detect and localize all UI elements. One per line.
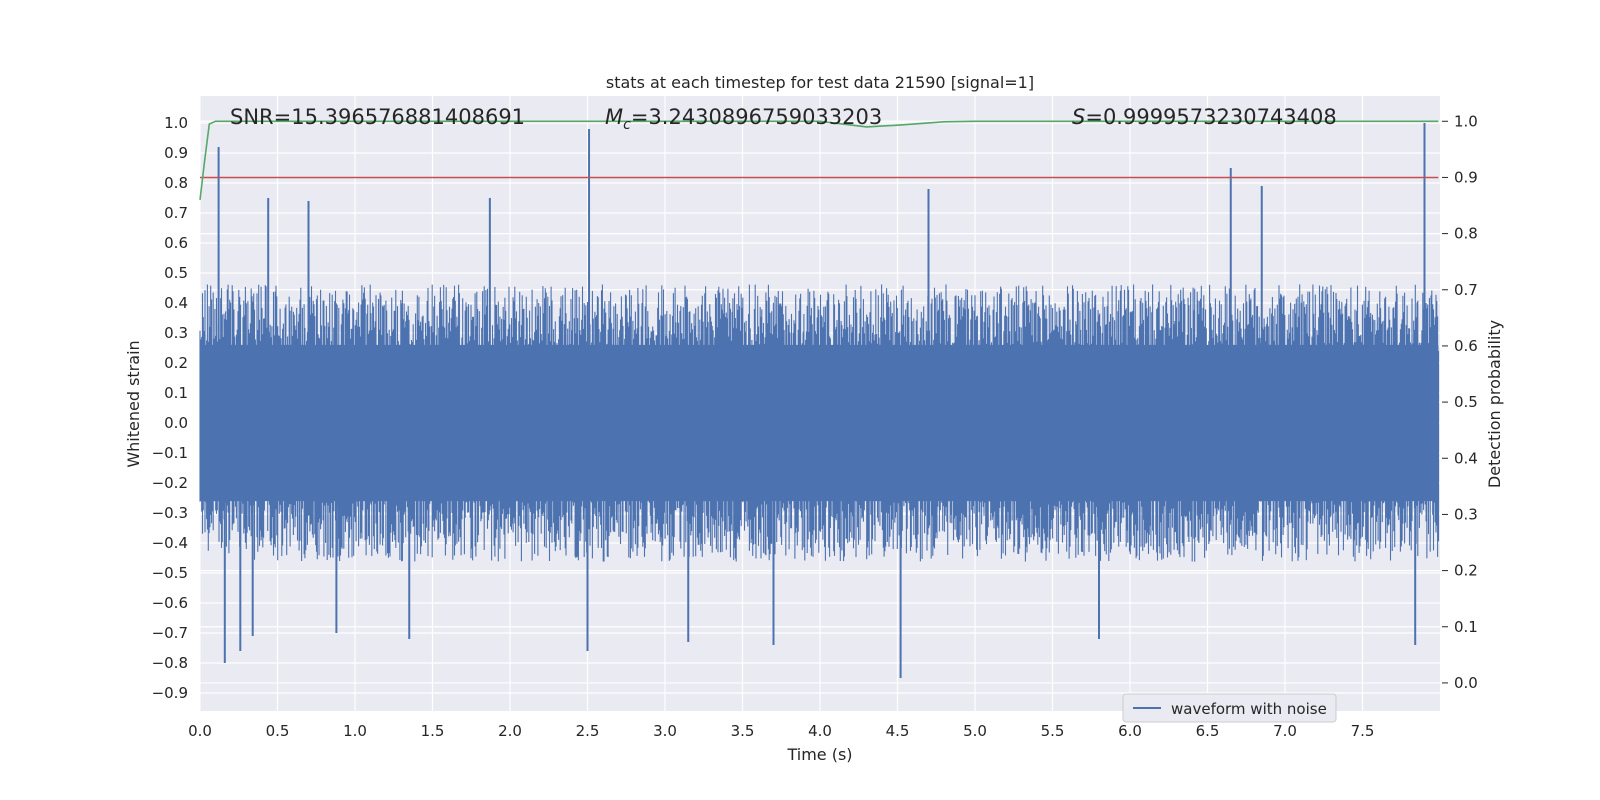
x-tick-label: 6.5: [1196, 722, 1220, 740]
y2-axis-label: Detection probability: [1485, 320, 1504, 488]
x-tick-label: 1.5: [421, 722, 445, 740]
chirp-mass-annotation: Mc=3.2430896759033203: [605, 105, 882, 133]
y2-tick-label: 0.4: [1454, 449, 1478, 467]
y2-tick-label: 0.1: [1454, 618, 1478, 636]
y2-tick-label: 1.0: [1454, 112, 1478, 130]
y2-tick-label: 0.8: [1454, 225, 1478, 243]
y2-tick-label: 0.2: [1454, 562, 1478, 580]
score-symbol: S: [1072, 105, 1085, 129]
chart-title: stats at each timestep for test data 215…: [606, 73, 1034, 92]
x-tick-label: 2.0: [498, 722, 522, 740]
y2-tick-label: 0.7: [1454, 281, 1478, 299]
y-tick-label: −0.3: [152, 504, 188, 522]
x-tick-label: 1.0: [343, 722, 367, 740]
waveform-core: [200, 344, 1439, 502]
legend: waveform with noise: [1122, 693, 1337, 723]
y-tick-label: −0.2: [152, 474, 188, 492]
x-tick-label: 5.0: [963, 722, 987, 740]
x-tick-label: 6.0: [1118, 722, 1142, 740]
score-annotation: S=0.9999573230743408: [1072, 105, 1337, 129]
y-tick-label: 0.0: [164, 414, 188, 432]
x-tick-label: 2.5: [576, 722, 600, 740]
x-tick-label: 7.0: [1273, 722, 1297, 740]
x-tick-label: 3.5: [731, 722, 755, 740]
y2-tick-label: 0.5: [1454, 393, 1478, 411]
legend-label: waveform with noise: [1171, 700, 1327, 718]
y-tick-label: −0.8: [152, 654, 188, 672]
legend-box: [1122, 693, 1337, 723]
y-tick-label: 0.4: [164, 294, 188, 312]
y2-tick-label: 0.6: [1454, 337, 1478, 355]
score-value: =0.9999573230743408: [1085, 105, 1336, 129]
y-axis-ticks: 1.0 0.9 0.8 0.7 0.6 0.5 0.4 0.3 0.2 0.1 0.0 −0.1 −0.…: [152, 114, 188, 702]
y2-axis-ticks: 1.0 0.9 0.8 0.7 0.6 0.5 0.4 0.3 0.2 0.1 0.0: [1442, 112, 1478, 692]
y-tick-label: 0.9: [164, 144, 188, 162]
x-tick-label: 0.0: [188, 722, 212, 740]
y-tick-label: 0.7: [164, 204, 188, 222]
chirp-mass-value: =3.2430896759033203: [631, 105, 882, 129]
x-tick-label: 3.0: [653, 722, 677, 740]
y-axis-label: Whitened strain: [124, 340, 143, 467]
x-tick-label: 7.5: [1351, 722, 1375, 740]
y-tick-label: −0.1: [152, 444, 188, 462]
y-tick-label: 0.2: [164, 354, 188, 372]
x-tick-label: 5.5: [1041, 722, 1065, 740]
x-axis-ticks: 0.0 0.5 1.0 1.5 2.0 2.5 3.0 3.5 4.0 4.5 5.0 5.5 6.0 6…: [188, 722, 1374, 740]
y-tick-label: 0.6: [164, 234, 188, 252]
y-tick-label: 0.5: [164, 264, 188, 282]
y-tick-label: −0.9: [152, 684, 188, 702]
x-axis-label: Time (s): [786, 745, 852, 764]
chirp-mass-symbol: M: [605, 105, 623, 129]
waveform-series: [199, 123, 1440, 678]
x-tick-label: 4.5: [886, 722, 910, 740]
y-tick-label: 0.3: [164, 324, 188, 342]
y2-tick-label: 0.9: [1454, 168, 1478, 186]
y-tick-label: −0.5: [152, 564, 188, 582]
x-tick-label: 4.0: [808, 722, 832, 740]
chirp-mass-subscript: c: [623, 117, 631, 133]
y2-tick-label: 0.3: [1454, 505, 1478, 523]
y-tick-label: −0.7: [152, 624, 188, 642]
y-tick-label: −0.4: [152, 534, 188, 552]
y-tick-label: 1.0: [164, 114, 188, 132]
snr-annotation: SNR=15.396576881408691: [230, 105, 525, 129]
y-tick-label: 0.1: [164, 384, 188, 402]
x-tick-label: 0.5: [266, 722, 290, 740]
detection-probability-line: [199, 120, 1439, 200]
y-tick-label: −0.6: [152, 594, 188, 612]
y-tick-label: 0.8: [164, 174, 188, 192]
y2-tick-label: 0.0: [1454, 674, 1478, 692]
